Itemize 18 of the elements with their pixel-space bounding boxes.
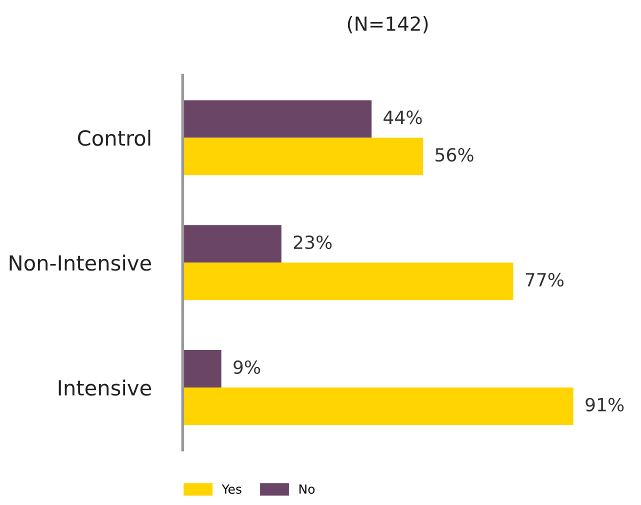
legend-label: Yes: [222, 484, 242, 494]
data-label: 9%: [234, 360, 260, 374]
bar: [182, 225, 282, 263]
y-tick-label: Intensive: [58, 380, 152, 396]
bar: [182, 350, 222, 388]
data-label: 44%: [384, 110, 422, 124]
y-tick-label: Control: [78, 130, 150, 146]
bar: [182, 138, 424, 176]
data-label: 23%: [294, 235, 332, 250]
y-tick-label: Non-Intensive: [10, 254, 152, 271]
data-label: 56%: [436, 148, 474, 162]
legend-label: No: [299, 484, 315, 494]
data-label: 77%: [526, 272, 564, 287]
data-label: 91%: [586, 398, 624, 412]
bar: [182, 262, 514, 300]
bar: [182, 388, 574, 425]
bar: [182, 100, 372, 138]
chart-title: (N=142): [348, 16, 428, 34]
